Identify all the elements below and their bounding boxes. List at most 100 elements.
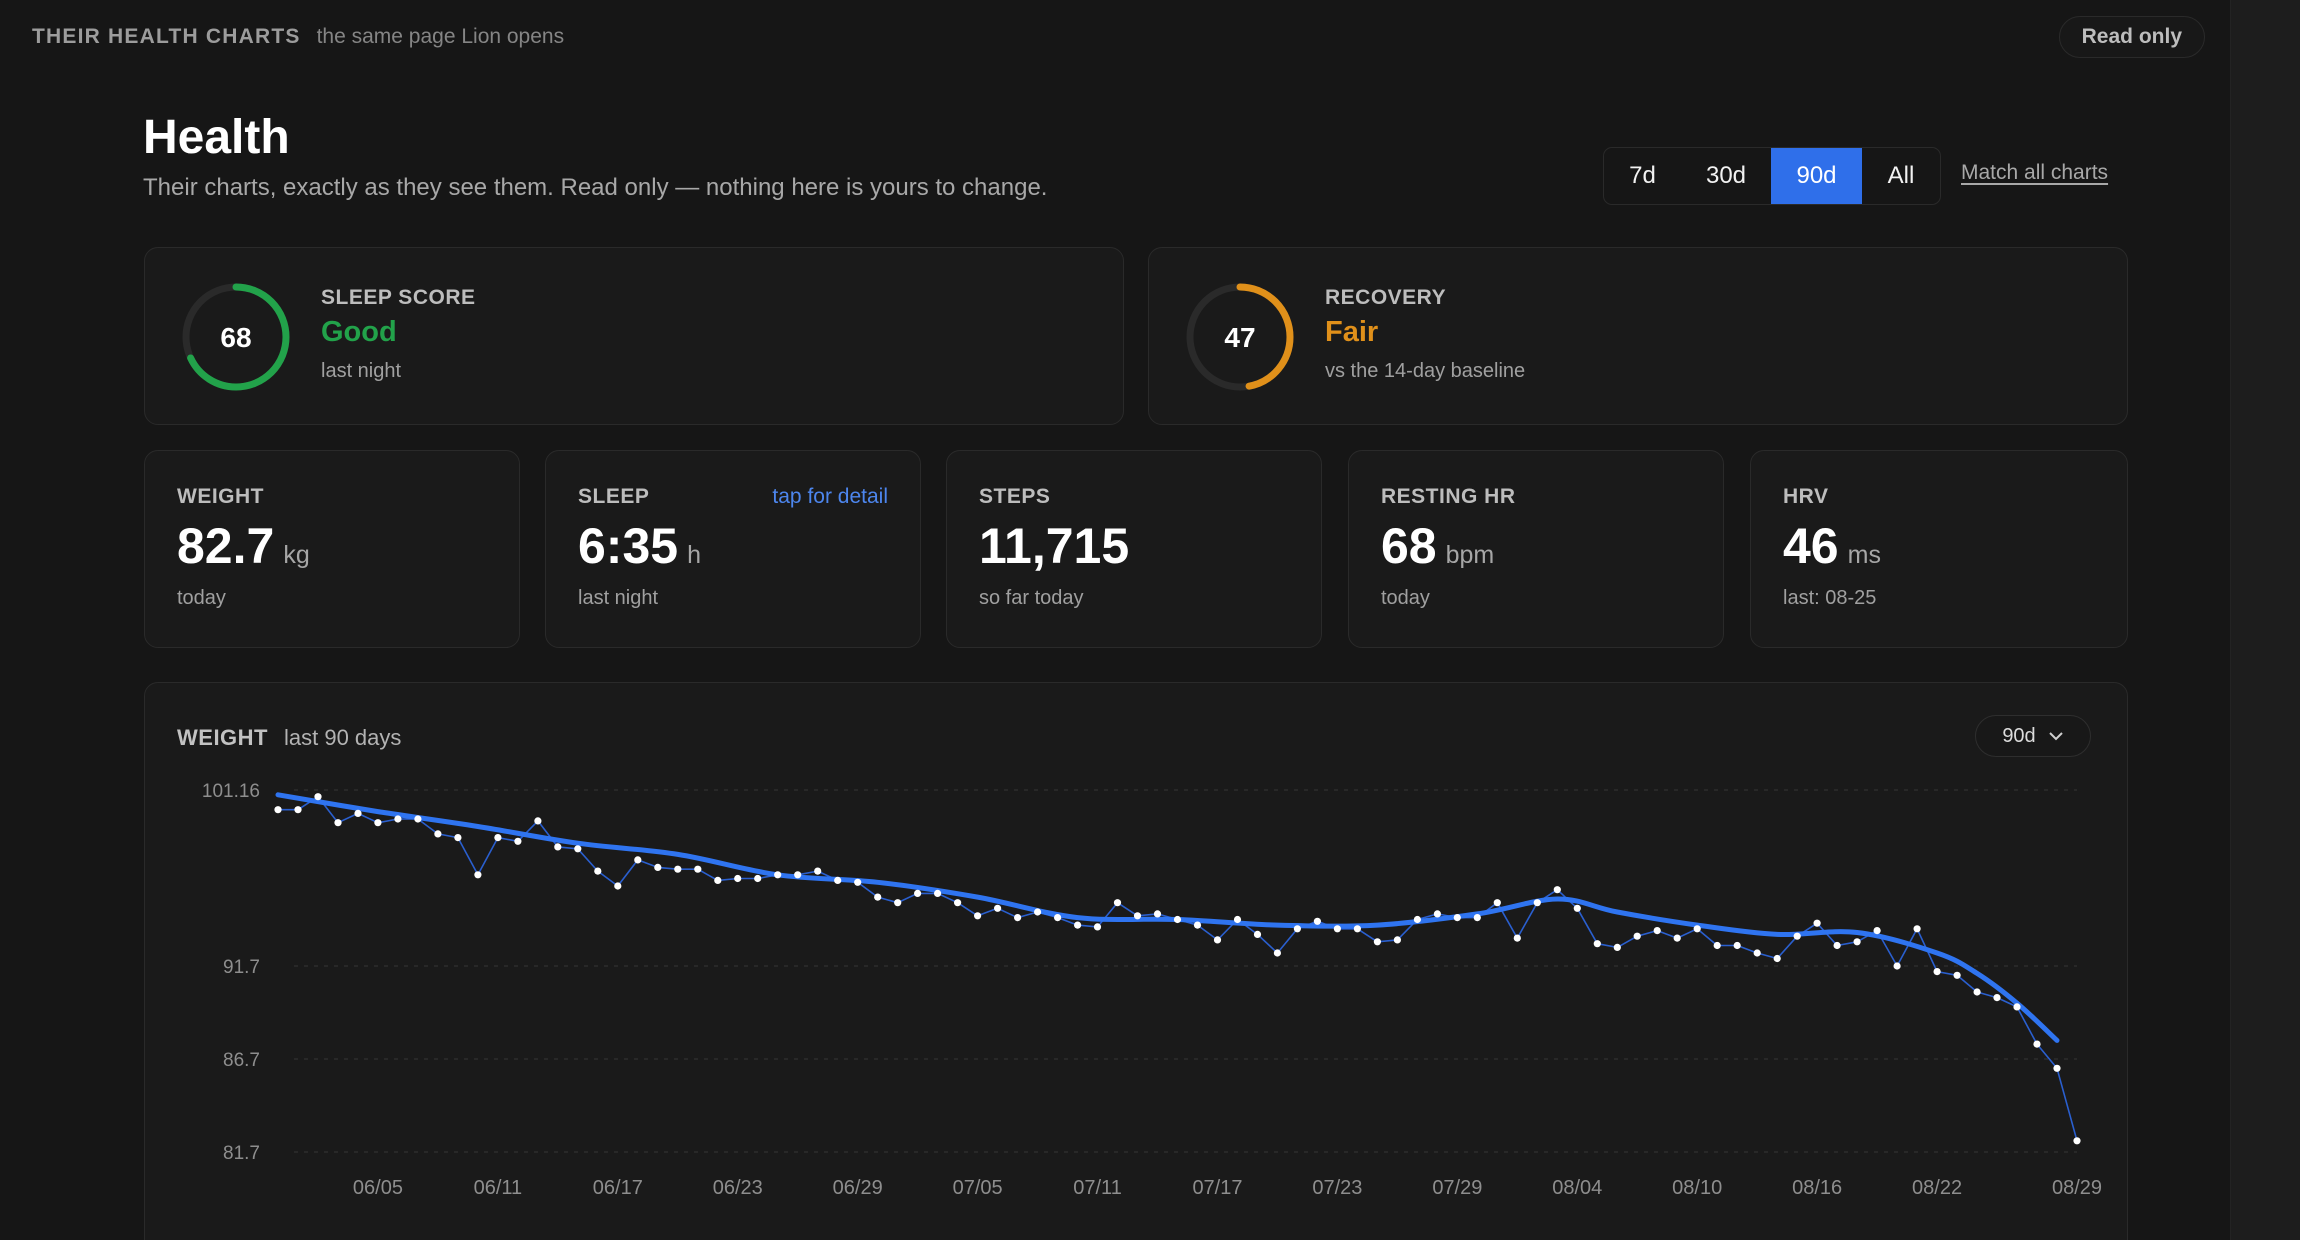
weight-data-point: [594, 867, 602, 875]
weight-data-point: [834, 876, 842, 884]
range-30d-button[interactable]: 30d: [1705, 162, 1747, 189]
weight-data-point: [914, 889, 922, 897]
sleep-metric-value-row: 6:35 h: [578, 517, 701, 575]
y-tick-label: 91.7: [223, 957, 260, 978]
weight-data-point: [1333, 925, 1341, 933]
weight-chart-plot: 101.16 91.7 86.7 81.7 06/05 06/11 06/17 06/23 06…: [202, 781, 2102, 1199]
weight-data-point: [1773, 954, 1781, 963]
sleep-metric-card[interactable]: SLEEP tap for detail 6:35 h last night: [545, 450, 921, 648]
sleep-score-ring: 68: [182, 283, 290, 391]
x-tick-label: 08/10: [1672, 1177, 1722, 1199]
weight-data-point: [1253, 930, 1262, 938]
weight-data-point: [1653, 927, 1661, 935]
hrv-metric-card[interactable]: HRV 46 ms last: 08-25: [1750, 450, 2128, 648]
steps-metric-label: STEPS: [979, 485, 1051, 508]
weight-data-point: [454, 834, 462, 842]
resting-hr-metric-value: 68: [1381, 518, 1437, 574]
recovery-card[interactable]: 47 RECOVERY Fair vs the 14-day baseline: [1148, 247, 2128, 425]
weight-data-point: [854, 878, 862, 886]
steps-metric-value: 11,715: [979, 518, 1130, 574]
x-tick-label: 08/04: [1552, 1177, 1602, 1199]
weight-data-point: [1833, 941, 1841, 950]
sleep-score-status: Good: [321, 316, 397, 348]
hrv-metric-value-row: 46 ms: [1783, 517, 1881, 575]
weight-data-point: [1893, 962, 1901, 970]
resting-hr-metric-value-row: 68 bpm: [1381, 517, 1494, 575]
x-tick-label: 07/29: [1432, 1177, 1482, 1199]
weight-data-point: [314, 793, 322, 801]
read-only-badge: Read only: [2058, 16, 2205, 58]
chart-range-dropdown[interactable]: 90d: [1975, 715, 2091, 757]
weight-data-point: [1153, 910, 1162, 918]
resting-hr-metric-note: today: [1381, 587, 1430, 609]
weight-data-point: [1733, 941, 1741, 950]
recovery-value: 47: [1224, 322, 1255, 353]
sleep-metric-label: SLEEP: [578, 485, 650, 508]
weight-data-point: [2013, 1003, 2021, 1011]
steps-metric-card[interactable]: STEPS 11,715 so far today: [946, 450, 1322, 648]
x-tick-label: 07/11: [1073, 1177, 1122, 1199]
weight-metric-card[interactable]: WEIGHT 82.7 kg today: [144, 450, 520, 648]
range-all-button[interactable]: All: [1887, 162, 1915, 189]
sleep-score-arc: [182, 283, 290, 391]
weight-data-point: [1353, 925, 1361, 933]
weight-data-point: [1793, 932, 1801, 940]
weight-data-point: [434, 830, 442, 838]
hrv-metric-value: 46: [1783, 518, 1839, 574]
weight-chart-card: WEIGHT last 90 days 90d: [144, 682, 2128, 1240]
sleep-detail-link[interactable]: tap for detail: [772, 485, 888, 508]
weight-data-point: [1953, 971, 1961, 979]
weight-data-point: [1034, 908, 1042, 916]
weight-data-point: [1513, 934, 1521, 942]
weight-data-point: [674, 865, 682, 873]
weight-data-point: [1413, 915, 1421, 924]
weight-data-point: [1074, 921, 1082, 929]
weight-data-point: [1553, 886, 1561, 894]
weight-data-point: [494, 834, 502, 842]
weight-chart-title: WEIGHT: [177, 725, 268, 750]
steps-metric-value-row: 11,715: [979, 517, 1129, 575]
resting-hr-metric-card[interactable]: RESTING HR 68 bpm today: [1348, 450, 1724, 648]
weight-trend-line: [275, 792, 2060, 1043]
weight-data-point: [534, 817, 542, 825]
weight-data-point: [1573, 904, 1581, 912]
weight-data-point: [1873, 927, 1881, 935]
weight-data-point: [1293, 925, 1301, 933]
weight-data-point: [394, 815, 402, 823]
x-tick-label: 08/29: [2052, 1177, 2102, 1199]
weight-data-point: [1693, 925, 1701, 933]
weight-data-point: [874, 893, 882, 901]
weight-data-point: [1054, 914, 1062, 922]
x-tick-label: 06/11: [474, 1177, 523, 1199]
range-90d-button[interactable]: 90d: [1771, 148, 1862, 204]
sleep-metric-value: 6:35: [578, 518, 679, 574]
page-title: Health: [143, 111, 290, 164]
sleep-score-value: 68: [220, 322, 251, 353]
weight-data-point: [794, 871, 802, 879]
weight-data-point: [514, 837, 522, 845]
weight-metric-value: 82.7: [177, 518, 275, 574]
app-subtitle: the same page Lion opens: [316, 25, 565, 48]
weight-data-point: [1273, 949, 1281, 957]
weight-metric-note: today: [177, 587, 226, 609]
weight-data-point: [374, 819, 382, 827]
x-tick-label: 07/17: [1192, 1177, 1242, 1199]
x-tick-label: 06/17: [593, 1177, 643, 1199]
sleep-score-card[interactable]: 68 SLEEP SCORE Good last night: [144, 247, 1124, 425]
match-all-charts-link[interactable]: Match all charts: [1961, 161, 2109, 184]
weight-data-point: [2033, 1040, 2041, 1048]
weight-data-point: [1993, 994, 2001, 1002]
range-7d-button[interactable]: 7d: [1629, 162, 1656, 189]
weight-data-point: [1113, 899, 1122, 907]
weight-data-point: [1613, 943, 1621, 951]
weight-metric-unit: kg: [283, 541, 310, 569]
x-tick-label: 06/23: [713, 1177, 763, 1199]
weight-chart-subtitle: last 90 days: [284, 725, 402, 750]
weight-data-point: [1133, 912, 1142, 920]
chart-range-value: 90d: [2002, 724, 2036, 747]
range-selector: 7d 30d 90d All: [1603, 147, 1941, 205]
weight-data-point: [1933, 968, 1941, 976]
weight-data-point: [814, 867, 822, 875]
window-scrollbar[interactable]: [2230, 0, 2300, 1240]
weight-metric-label: WEIGHT: [177, 485, 264, 508]
